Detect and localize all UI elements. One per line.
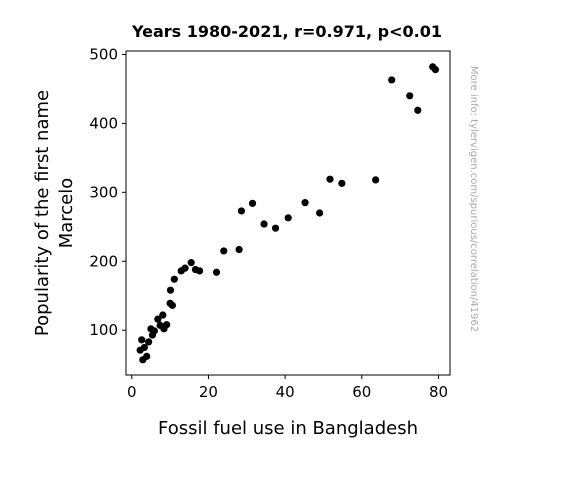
data-point	[338, 179, 346, 187]
data-point	[235, 245, 243, 254]
plot-area	[125, 50, 451, 376]
data-point	[316, 209, 324, 217]
y-axis-label-line-1: Popularity of the first name	[32, 90, 53, 336]
data-point	[212, 268, 221, 276]
data-point	[326, 175, 334, 183]
x-tick-label: 40	[276, 383, 295, 401]
data-point	[187, 259, 195, 267]
data-point	[154, 315, 162, 323]
data-point	[143, 352, 151, 360]
x-tick-label: 20	[199, 383, 218, 401]
data-point	[271, 224, 280, 232]
chart-title: Years 1980-2021, r=0.971, p<0.01	[131, 22, 442, 41]
data-point	[431, 66, 440, 74]
data-point	[237, 207, 246, 215]
data-point	[388, 76, 396, 84]
x-axis: 0 20 40 60 80	[127, 375, 448, 401]
x-tick-label: 80	[429, 383, 448, 401]
y-tick-label: 200	[89, 252, 118, 270]
y-axis: 100 200 300 400 500	[89, 45, 126, 339]
x-tick-label: 60	[352, 383, 371, 401]
source-watermark: More info: tylervigen.com/spurious/corre…	[468, 66, 479, 332]
y-tick-label: 400	[89, 114, 118, 132]
y-tick-label: 300	[89, 183, 118, 201]
data-point	[145, 338, 153, 346]
data-point	[159, 311, 167, 319]
data-point	[414, 106, 422, 114]
data-point	[140, 343, 149, 352]
y-tick-label: 500	[89, 45, 118, 63]
x-tick-label: 0	[127, 383, 137, 401]
data-point	[248, 199, 257, 207]
data-point	[372, 176, 380, 184]
y-axis-label-line-2: Marcelo	[56, 178, 77, 249]
data-point	[181, 264, 189, 272]
data-point	[168, 301, 176, 309]
data-point	[138, 336, 146, 344]
data-point	[301, 199, 309, 207]
data-point	[284, 214, 292, 222]
data-point	[196, 267, 204, 275]
data-point	[163, 321, 171, 329]
data-point	[166, 286, 175, 294]
y-tick-label: 100	[89, 321, 118, 339]
data-points	[136, 63, 440, 364]
data-point	[406, 92, 414, 100]
x-axis-label: Fossil fuel use in Bangladesh	[158, 418, 418, 439]
data-point	[220, 247, 228, 255]
data-point	[170, 275, 178, 283]
data-point	[260, 220, 268, 228]
data-point	[150, 327, 158, 335]
